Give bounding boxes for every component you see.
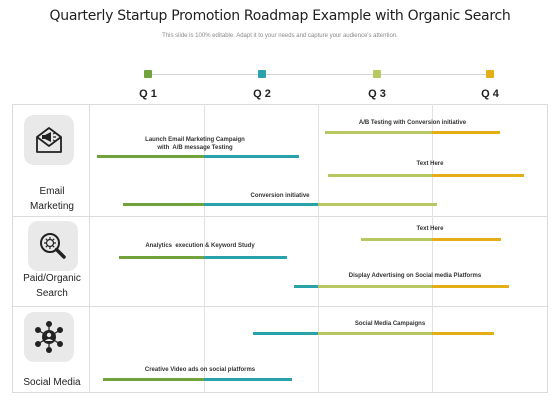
task-bar-segment bbox=[97, 155, 204, 158]
task-label: Text Here bbox=[416, 161, 444, 167]
task-bar-segment bbox=[103, 378, 204, 381]
task-label: Conversion initiative bbox=[250, 193, 310, 199]
row-label-paid-organic-search: Paid/Organic Search bbox=[12, 271, 92, 301]
quarter-marker bbox=[144, 70, 152, 78]
task-bar-segment bbox=[432, 174, 524, 177]
task-label: Display Advertising on Social media Plat… bbox=[348, 273, 482, 279]
task-label: Launch Email Marketing Campaign with A/B… bbox=[145, 137, 245, 151]
task-label: Social Media Campaigns bbox=[354, 321, 426, 327]
task-bar-segment bbox=[318, 285, 432, 288]
row-label-line: Paid/Organic bbox=[23, 273, 81, 284]
row-label-line: Social Media bbox=[23, 377, 81, 388]
task-bar-segment bbox=[328, 174, 432, 177]
task-bar-segment bbox=[432, 131, 500, 134]
grid-column-divider bbox=[432, 104, 433, 392]
grid-column-divider bbox=[318, 104, 319, 392]
row-label-line: Email bbox=[39, 186, 65, 197]
quarter-label: Q 3 bbox=[368, 88, 386, 100]
row-label-email-marketing: Email Marketing bbox=[12, 184, 92, 214]
task-bar-segment bbox=[204, 155, 299, 158]
grid-row-divider bbox=[12, 216, 548, 217]
task-label: Analytics execution & Keyword Study bbox=[145, 243, 255, 249]
quarter-label: Q 2 bbox=[253, 88, 271, 100]
grid-row-divider bbox=[12, 392, 548, 393]
social-network-icon bbox=[24, 312, 74, 362]
page-subtitle: This slide is 100% editable. Adapt it to… bbox=[162, 33, 398, 39]
task-bar-segment bbox=[318, 332, 432, 335]
quarter-label: Q 4 bbox=[481, 88, 499, 100]
task-bar-segment bbox=[119, 256, 204, 259]
task-bar-segment bbox=[253, 332, 318, 335]
grid-row-divider bbox=[12, 104, 548, 105]
page-title: Quarterly Startup Promotion Roadmap Exam… bbox=[49, 8, 511, 24]
grid-column-divider bbox=[547, 104, 548, 392]
row-label-line: Marketing bbox=[30, 201, 74, 212]
row-label-social-media: Social Media bbox=[12, 375, 92, 390]
email-megaphone-icon bbox=[24, 115, 74, 165]
task-bar-segment bbox=[361, 238, 432, 241]
task-label: A/B Testing with Conversion initiative bbox=[358, 120, 467, 126]
task-bar-segment bbox=[432, 332, 494, 335]
task-bar-segment bbox=[123, 203, 204, 206]
quarter-marker bbox=[373, 70, 381, 78]
task-label: Creative Video ads on social platforms bbox=[144, 367, 256, 373]
grid-column-divider bbox=[12, 104, 13, 392]
quarter-label: Q 1 bbox=[139, 88, 157, 100]
task-bar-segment bbox=[318, 203, 437, 206]
task-bar-segment bbox=[204, 256, 287, 259]
task-bar-segment bbox=[204, 203, 318, 206]
row-label-line: Search bbox=[36, 288, 68, 299]
task-label: Text Here bbox=[416, 226, 444, 232]
quarter-timeline-line bbox=[148, 74, 491, 75]
grid-column-divider bbox=[89, 104, 90, 392]
task-bar-segment bbox=[325, 131, 432, 134]
grid-row-divider bbox=[12, 306, 548, 307]
task-bar-segment bbox=[432, 285, 509, 288]
search-magnifier-icon bbox=[28, 221, 78, 271]
grid-column-divider bbox=[204, 104, 205, 392]
task-bar-segment bbox=[294, 285, 318, 288]
task-bar-segment bbox=[432, 238, 501, 241]
task-bar-segment bbox=[204, 378, 292, 381]
quarter-marker bbox=[258, 70, 266, 78]
quarter-marker bbox=[486, 70, 494, 78]
